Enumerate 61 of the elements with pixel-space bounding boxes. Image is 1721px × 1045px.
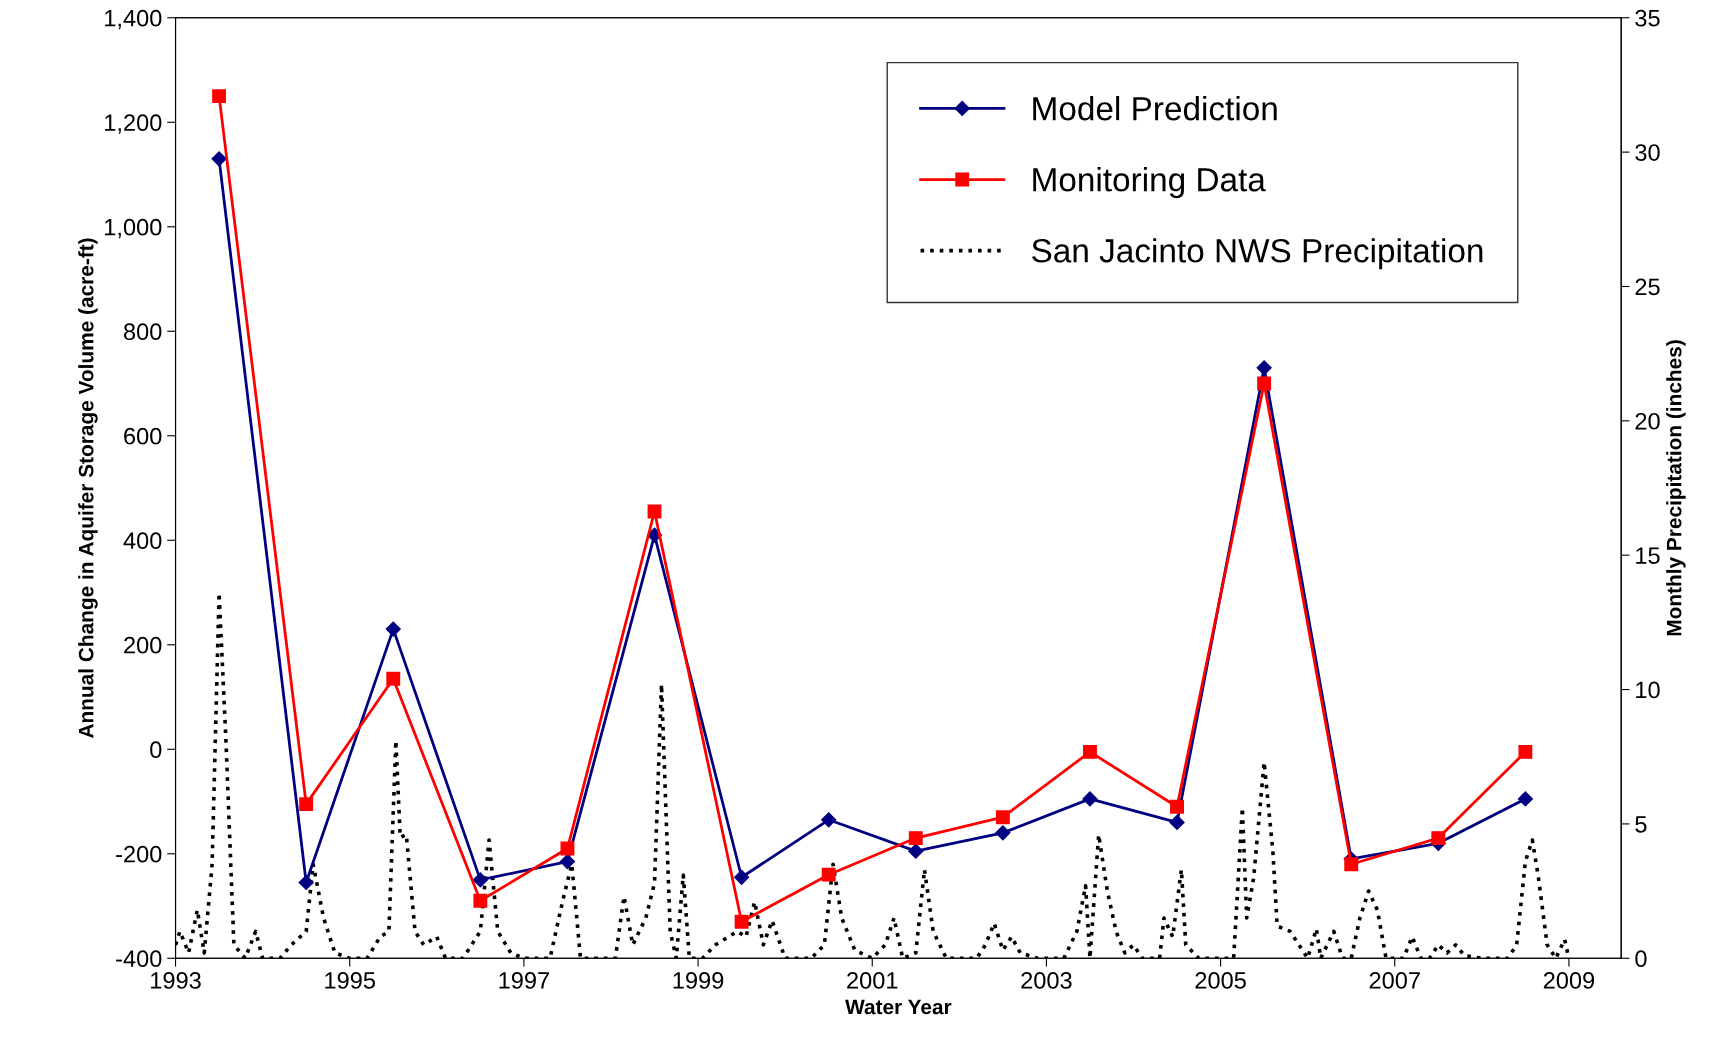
point <box>908 831 923 846</box>
y-tick-label: -400 <box>116 950 162 968</box>
point <box>211 151 227 167</box>
point <box>385 621 401 637</box>
point <box>995 825 1011 841</box>
point <box>212 89 227 104</box>
point <box>1169 814 1185 830</box>
y2-tick-label: 15 <box>1636 547 1660 564</box>
point <box>560 841 575 856</box>
point <box>1082 791 1098 807</box>
y-tick-label: 1,400 <box>105 9 162 30</box>
point <box>473 893 488 908</box>
y-tick-label: 400 <box>123 532 162 550</box>
y2-axis-title: Monthly Precipitation (inches) <box>1666 340 1686 636</box>
point <box>1517 791 1533 807</box>
point <box>908 843 924 859</box>
y2-tick-label: 25 <box>1635 278 1660 296</box>
y-tick-label: 1,200 <box>105 114 162 134</box>
x-tick-label: 1997 <box>499 972 549 989</box>
y-tick-label: -200 <box>116 845 162 863</box>
x-tick-label: 2007 <box>1369 972 1420 989</box>
point <box>821 867 836 882</box>
x-tick-label: 2009 <box>1543 972 1595 989</box>
y2-tick-label: 10 <box>1636 681 1660 699</box>
legend-label: Model Prediction <box>1033 95 1277 121</box>
x-tick-label: 1995 <box>325 972 375 989</box>
y2-tick-label: 30 <box>1635 144 1660 161</box>
legend-label: Monitoring Data <box>1033 167 1266 199</box>
y-tick-label: 1,000 <box>105 218 162 239</box>
x-axis-title: Water Year <box>845 999 952 1015</box>
point <box>386 671 401 686</box>
point <box>1257 376 1272 391</box>
x-tick-label: 1999 <box>673 972 724 989</box>
point <box>821 812 837 828</box>
point <box>1518 744 1533 759</box>
y2-tick-label: 5 <box>1635 816 1647 833</box>
y-axis-title: Annual Change in Aquifer Storage Volume (acre-ft) <box>78 238 98 739</box>
point <box>559 854 576 870</box>
point <box>1256 360 1272 376</box>
y2-tick-label: 20 <box>1635 412 1660 430</box>
y2-tick-label: 35 <box>1635 9 1660 27</box>
point <box>299 797 314 812</box>
point <box>472 872 488 888</box>
point <box>1170 799 1184 814</box>
point <box>1083 744 1097 759</box>
y-tick-label: 0 <box>150 741 162 759</box>
x-tick-label: 1993 <box>151 972 201 989</box>
y2-tick-label: 0 <box>1635 950 1647 968</box>
point <box>734 869 750 885</box>
x-tick-label: 2005 <box>1195 972 1246 989</box>
point <box>734 914 749 929</box>
y-tick-label: 800 <box>123 323 162 341</box>
x-tick-label: 2003 <box>1021 972 1072 989</box>
x-tick-label: 2001 <box>847 972 898 989</box>
point <box>298 874 314 891</box>
legend-label: San Jacinto NWS Precipitation <box>1032 238 1483 270</box>
point <box>995 810 1010 825</box>
y-tick-label: 200 <box>124 636 162 654</box>
y-tick-label: 600 <box>124 427 162 445</box>
point <box>1344 857 1359 872</box>
point <box>1431 831 1446 846</box>
